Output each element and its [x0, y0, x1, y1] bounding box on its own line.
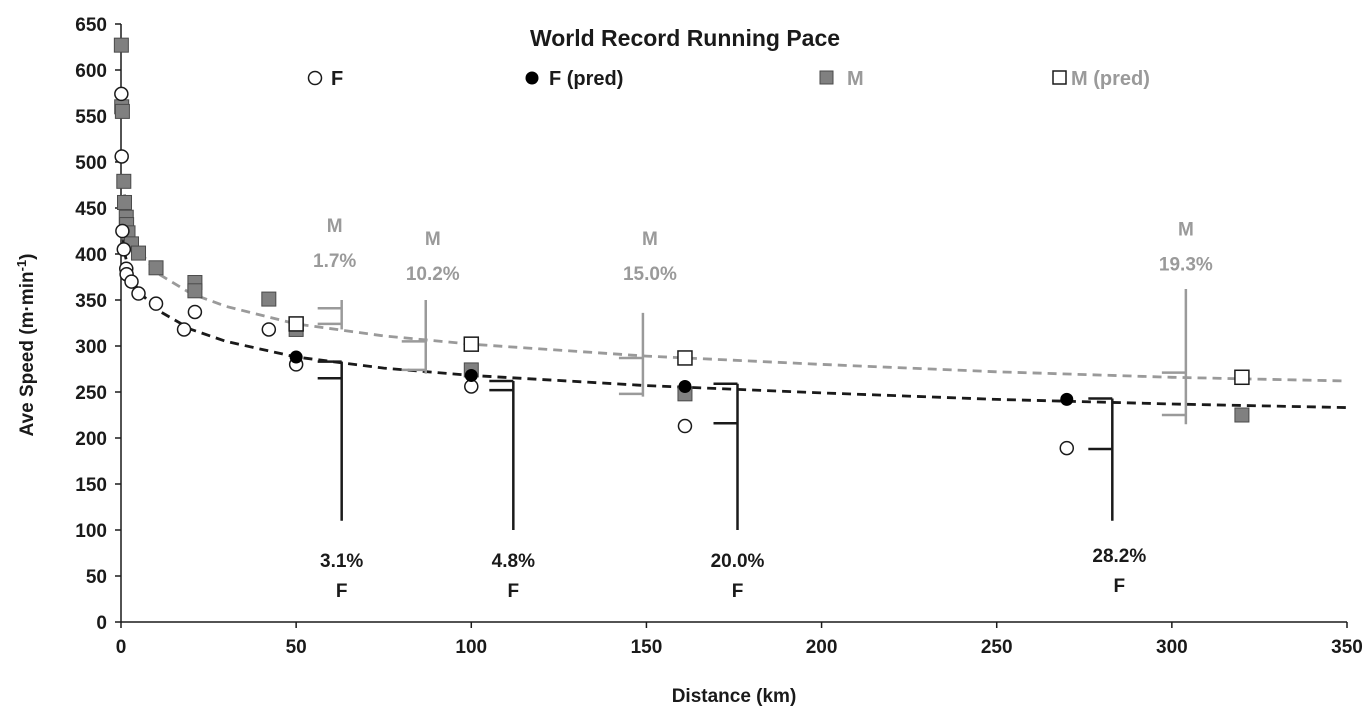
legend-m-pred-marker: [1052, 70, 1067, 85]
x-tick-label: 150: [631, 637, 663, 658]
x-tick-label: 300: [1156, 637, 1188, 658]
y-tick-label: 200: [75, 429, 107, 450]
male-gap-label-value: 15.0%: [623, 264, 677, 285]
point-m: [114, 103, 130, 119]
y-tick-label: 300: [75, 337, 107, 358]
female-gap-label-value: 28.2%: [1092, 546, 1146, 567]
point-m-pred: [677, 350, 693, 366]
y-tick-label: 600: [75, 61, 107, 82]
x-tick-label: 350: [1331, 637, 1363, 658]
point-m: [261, 291, 277, 307]
male-gap-label-value: 10.2%: [406, 264, 460, 285]
female-gap-label-sex: F: [508, 581, 520, 602]
x-tick-label: 250: [981, 637, 1013, 658]
legend-label-f: F: [331, 68, 343, 90]
data-points: [113, 37, 1250, 456]
x-tick-label: 200: [806, 637, 838, 658]
y-tick-label: 550: [75, 107, 107, 128]
y-tick-label: 0: [96, 613, 107, 634]
legend-label-m-pred: M (pred): [1071, 68, 1150, 90]
point-f: [1059, 440, 1075, 456]
point-m: [148, 260, 164, 276]
point-f: [148, 296, 164, 311]
point-m-pred: [288, 316, 304, 332]
point-f: [261, 322, 277, 337]
point-f-pred: [678, 379, 692, 393]
y-tick-label: 250: [75, 383, 107, 404]
chart-title: World Record Running Pace: [530, 25, 840, 51]
male-gap-label-sex: M: [642, 229, 658, 250]
point-m: [116, 173, 132, 189]
legend: F F (pred) M M (pred): [307, 68, 1150, 90]
male-gap-label-sex: M: [327, 216, 343, 237]
point-m: [113, 37, 129, 53]
female-gap-label-value: 20.0%: [711, 551, 765, 572]
male-gap-label-sex: M: [1178, 220, 1194, 241]
x-tick-label: 0: [116, 637, 127, 658]
y-tick-label: 650: [75, 15, 107, 36]
point-m: [131, 245, 147, 261]
male-gap-label-value: 19.3%: [1159, 255, 1213, 276]
point-f: [131, 286, 146, 301]
point-f: [124, 274, 139, 289]
point-f-pred: [289, 350, 303, 364]
legend-m-marker: [819, 70, 834, 85]
y-tick-label: 500: [75, 153, 107, 174]
legend-f-pred-marker: [525, 71, 539, 85]
point-m-pred: [463, 336, 480, 352]
point-f-pred: [464, 368, 478, 382]
point-m: [1234, 407, 1250, 423]
y-tick-label: 400: [75, 245, 107, 266]
point-f: [176, 322, 192, 337]
legend-f-marker: [307, 70, 323, 86]
point-f: [116, 242, 132, 257]
axes: 0 50 100 150 200 250 300 350 0 50 100 150 200 250 300 3…: [75, 15, 1363, 658]
male-gap-label-value: 1.7%: [313, 251, 356, 272]
x-tick-label: 50: [286, 637, 307, 658]
annotations: M 1.7% M 10.2% M 15.0% M 19.3% F 3.1% F 4.8% F 20.0% F…: [313, 216, 1213, 602]
x-axis-title: Distance (km): [672, 686, 797, 707]
y-axis-title: Ave Speed (m·min-1): [14, 254, 38, 437]
point-m: [117, 194, 133, 210]
y-tick-label: 50: [86, 567, 107, 588]
x-tick-label: 100: [455, 637, 487, 658]
y-tick-label: 450: [75, 199, 107, 220]
female-gap-label-value: 4.8%: [492, 551, 535, 572]
legend-label-m: M: [847, 68, 864, 90]
point-m-pred: [1234, 369, 1250, 386]
legend-label-f-pred: F (pred): [549, 68, 623, 90]
female-gap-label-value: 3.1%: [320, 551, 363, 572]
point-f: [677, 418, 693, 434]
female-gap-label-sex: F: [336, 581, 348, 602]
female-gap-label-sex: F: [732, 581, 744, 602]
male-gap-label-sex: M: [425, 229, 441, 250]
female-gap-label-sex: F: [1114, 576, 1126, 597]
point-f: [187, 304, 203, 320]
point-f: [115, 223, 130, 239]
y-tick-label: 100: [75, 521, 107, 542]
point-f: [114, 149, 129, 164]
point-f: [114, 86, 129, 102]
point-m: [187, 283, 203, 299]
y-tick-label: 150: [75, 475, 107, 496]
y-tick-label: 350: [75, 291, 107, 312]
point-f-pred: [1060, 392, 1074, 406]
